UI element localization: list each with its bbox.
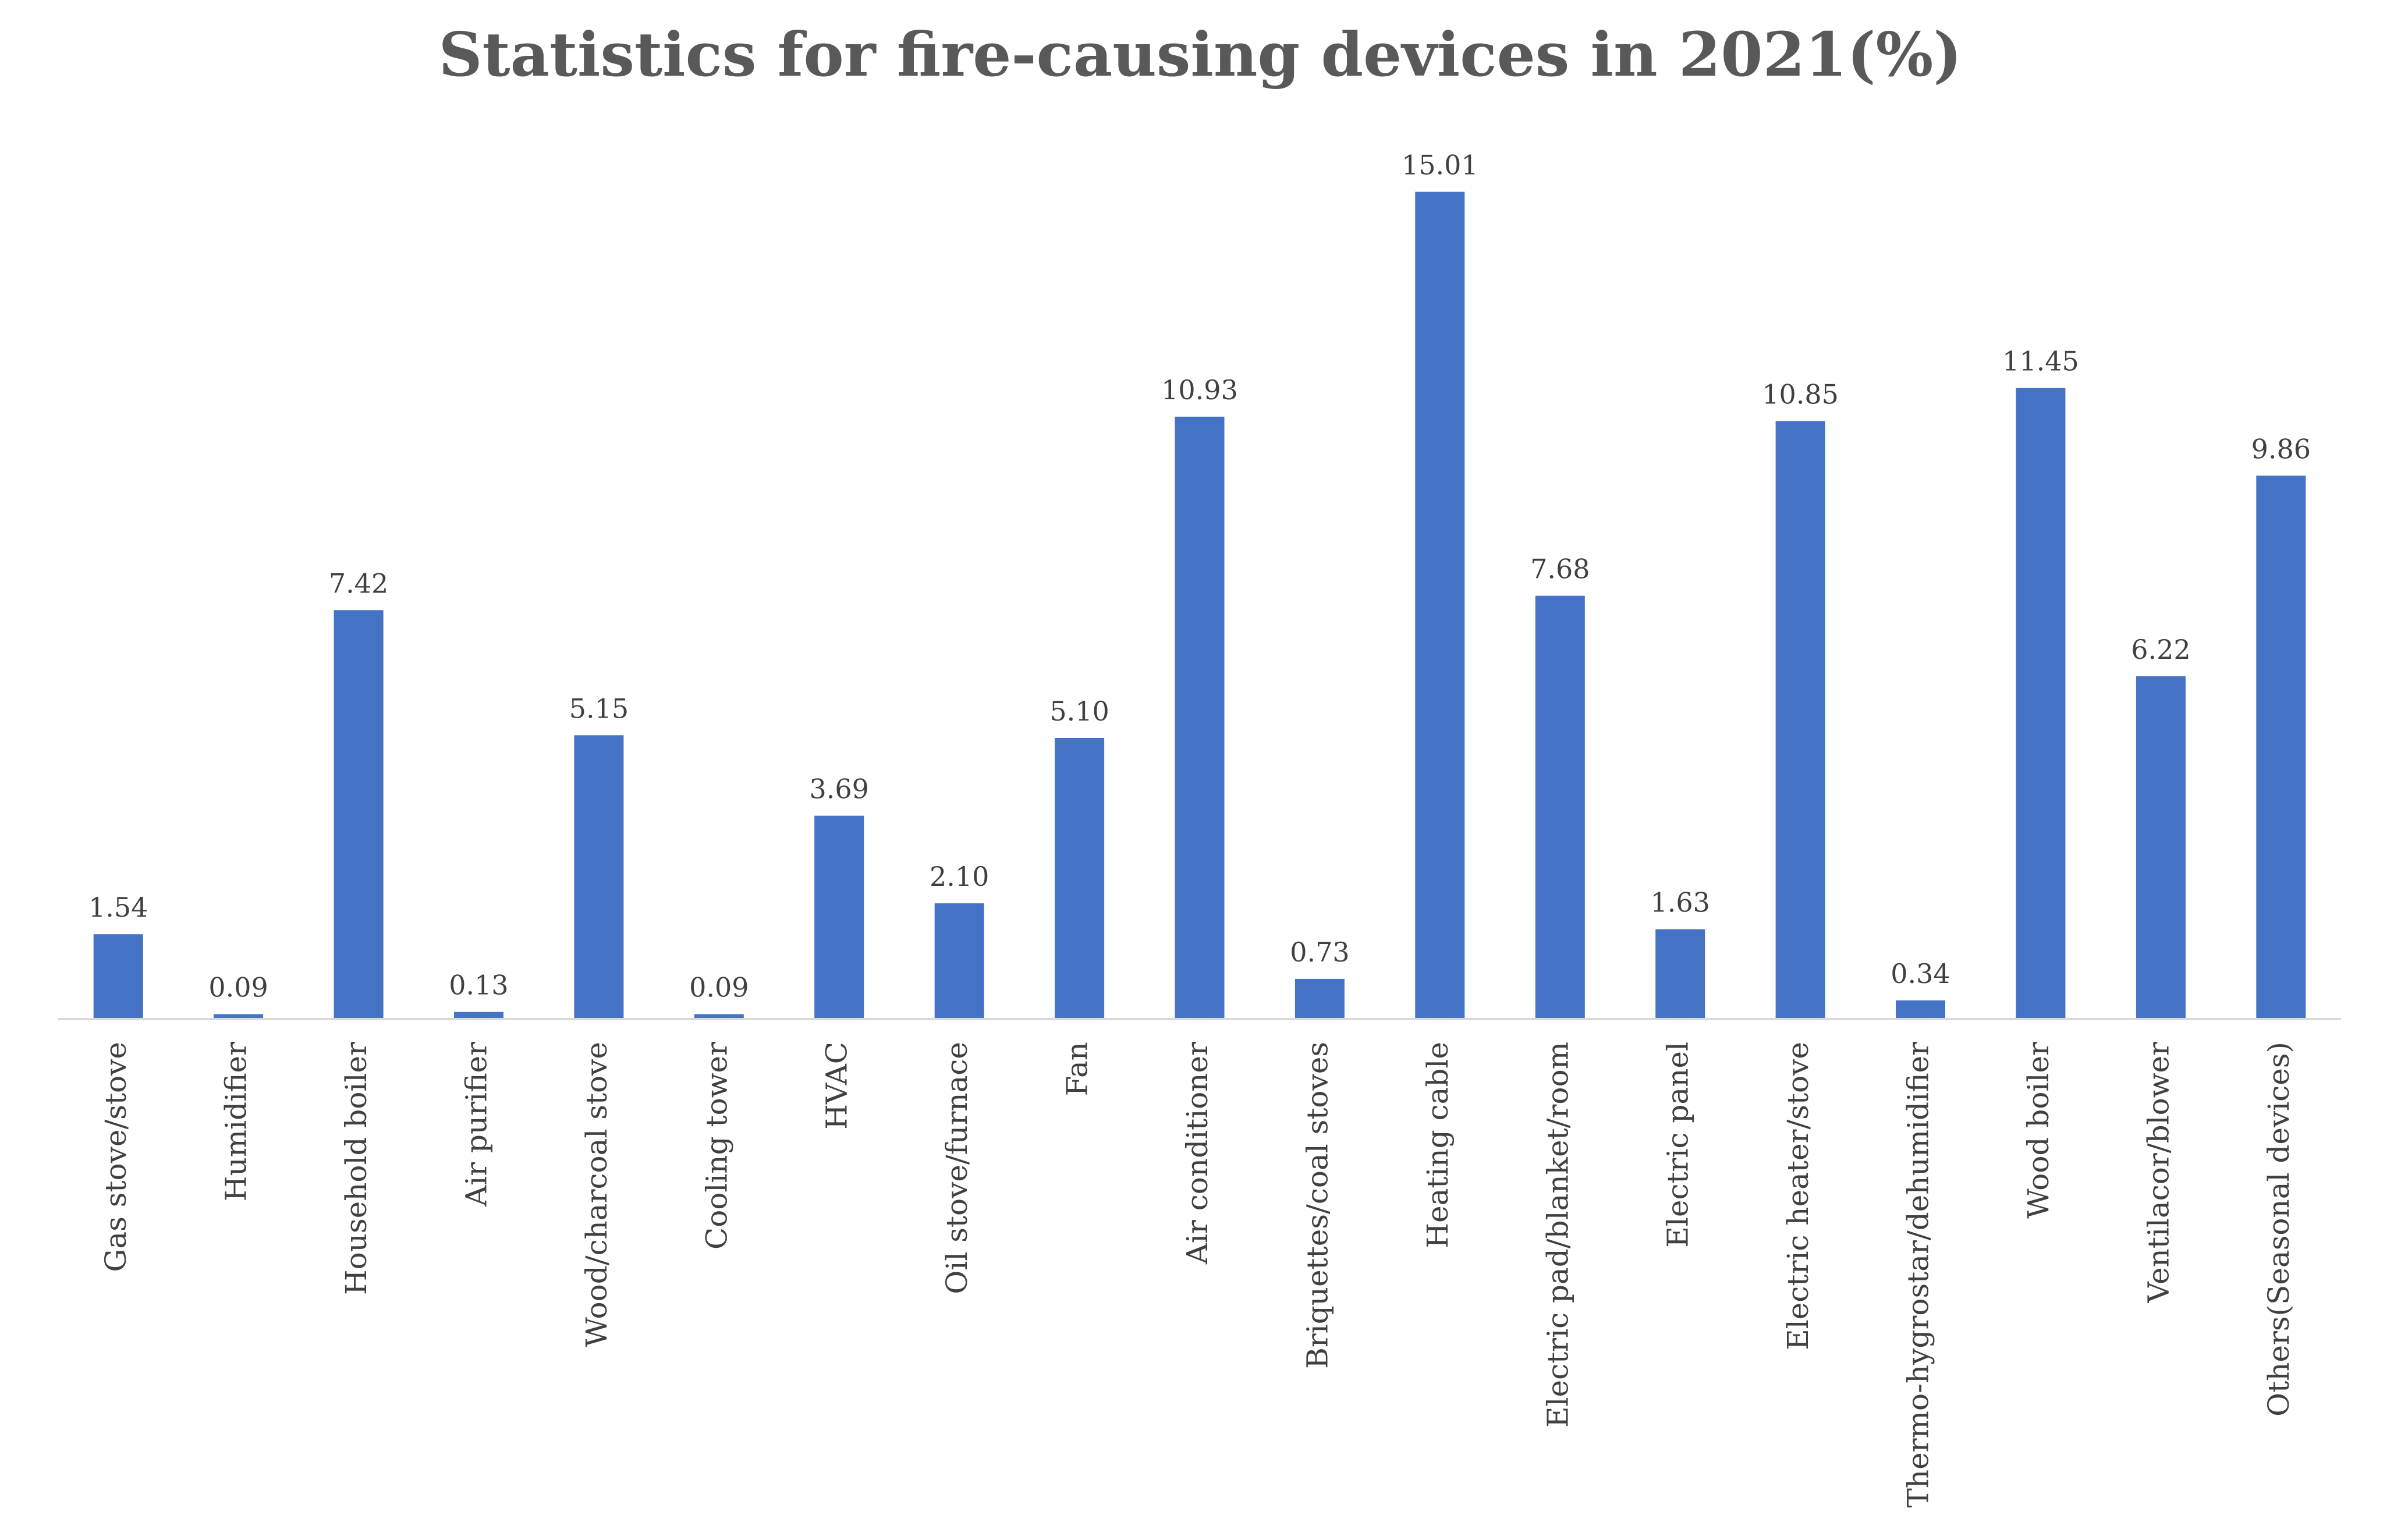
data-label: 2.10 <box>930 861 989 892</box>
data-label: 1.63 <box>1650 887 1710 918</box>
bar <box>214 1014 264 1019</box>
bar <box>334 610 384 1019</box>
data-label: 9.86 <box>2251 433 2311 464</box>
data-label: 15.01 <box>1402 150 1478 181</box>
bar <box>1775 421 1825 1019</box>
bars-group <box>93 191 2306 1020</box>
x-tick-label: Household boiler <box>339 1042 373 1295</box>
x-tick-label: Air conditioner <box>1180 1042 1214 1265</box>
data-label: 0.13 <box>449 970 508 1001</box>
bar <box>1535 595 1585 1019</box>
x-tick-label: Electric pad/blanket/room <box>1541 1042 1574 1428</box>
bar <box>1295 978 1345 1019</box>
x-tick-label: Thermo-hygrostar/dehumidifier <box>1902 1042 1935 1508</box>
x-tick-label: Gas stove/stove <box>99 1042 133 1272</box>
bar <box>574 735 624 1019</box>
data-label: 5.15 <box>569 693 629 724</box>
bar <box>1055 738 1105 1019</box>
x-tick-label: Ventilacor/blower <box>2141 1042 2175 1304</box>
bar <box>814 815 864 1019</box>
x-tick-label: Cooling tower <box>700 1042 733 1250</box>
data-label: 0.73 <box>1290 936 1349 968</box>
data-label: 10.85 <box>1762 379 1839 410</box>
bar <box>93 934 143 1019</box>
x-tick-label: Others(Seasonal devices) <box>2262 1042 2296 1417</box>
data-label: 3.69 <box>809 773 868 805</box>
bar <box>934 903 984 1019</box>
x-tick-label: Air purifier <box>460 1042 494 1207</box>
bar <box>694 1014 744 1019</box>
bar <box>1415 191 1465 1020</box>
bar <box>1655 929 1705 1019</box>
bar <box>1896 1000 1945 1019</box>
data-label: 11.45 <box>2002 346 2079 377</box>
bar <box>2256 476 2306 1019</box>
data-label: 7.68 <box>1530 553 1590 585</box>
bar <box>1175 416 1225 1019</box>
x-tick-label: Electric heater/stove <box>1781 1042 1815 1350</box>
x-tick-label: Electric panel <box>1661 1042 1695 1248</box>
data-label: 7.42 <box>329 567 388 599</box>
x-tick-label: Wood/charcoal stove <box>580 1042 613 1347</box>
x-tick-label: Briquettes/coal stoves <box>1300 1042 1334 1369</box>
category-labels-group: Gas stove/stove Humidifier Household boile… <box>99 1042 2296 1508</box>
x-tick-label: Fan <box>1061 1042 1094 1096</box>
data-label: 1.54 <box>88 892 148 923</box>
data-label: 0.09 <box>208 972 268 1003</box>
bar <box>2136 676 2186 1019</box>
data-label: 6.22 <box>2131 634 2190 665</box>
x-tick-label: Heating cable <box>1421 1042 1455 1248</box>
data-label: 10.93 <box>1161 374 1238 406</box>
data-label: 0.09 <box>689 972 749 1003</box>
bar <box>2016 388 2066 1020</box>
x-tick-label: Wood boiler <box>2021 1042 2055 1219</box>
value-labels-group: 1.54 0.09 7.42 0.13 5.15 0.09 3.69 2.10 5.10 10.9… <box>88 150 2311 1003</box>
chart-title: Statistics for fire-causing devices in 2… <box>438 19 1962 90</box>
data-label: 5.10 <box>1049 696 1109 727</box>
bar <box>454 1012 503 1019</box>
x-tick-label: HVAC <box>820 1042 854 1130</box>
x-tick-label: Oil stove/furnace <box>940 1042 974 1294</box>
data-label: 0.34 <box>1891 958 1950 989</box>
x-tick-label: Humidifier <box>219 1042 253 1201</box>
